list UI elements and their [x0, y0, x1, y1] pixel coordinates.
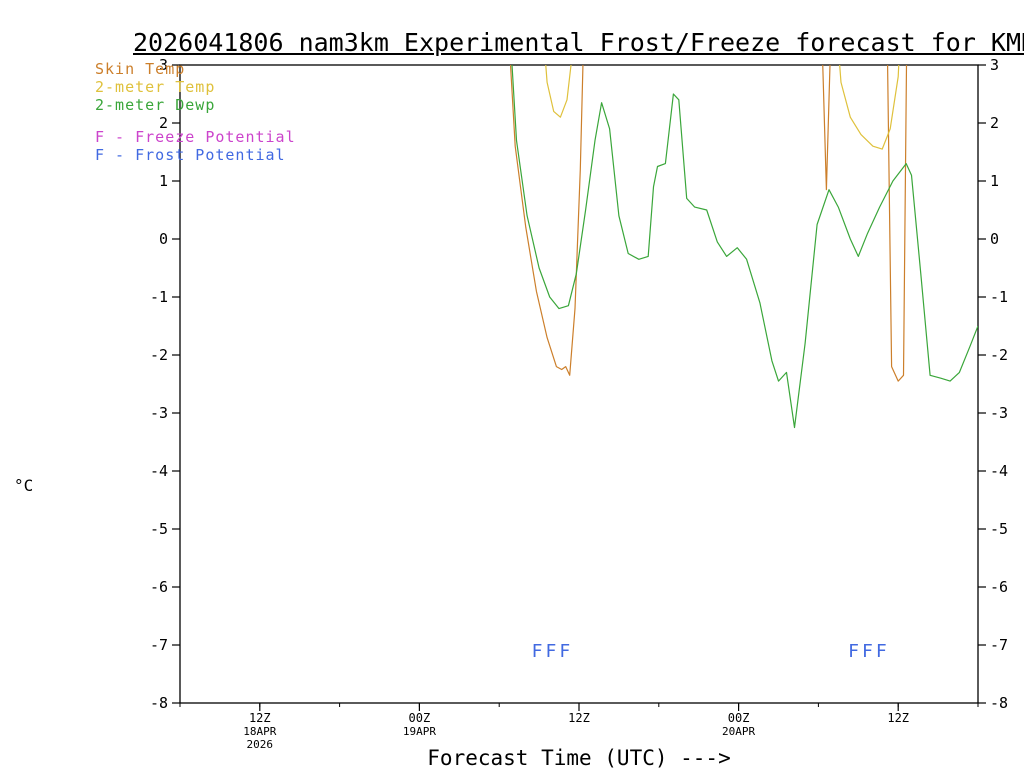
chart-title: 2026041806 nam3km Experimental Frost/Fre… — [133, 28, 1024, 57]
legend-item-skin-temp: Skin Temp — [95, 60, 186, 78]
x-tick-sublabel: 20APR — [722, 725, 755, 738]
series-group — [509, 65, 978, 429]
y-tick-label-right: -3 — [990, 404, 1008, 422]
x-tick-sublabel2: 2026 — [247, 738, 274, 751]
legend-item-f-frost-potential: F - Frost Potential — [95, 146, 286, 164]
y-tick-label-right: -1 — [990, 288, 1008, 306]
marker-fff-1: FFF — [848, 641, 890, 662]
y-tick-label-right: -4 — [990, 462, 1008, 480]
x-tick-label: 12Z — [249, 711, 271, 725]
y-tick-label-right: 2 — [990, 114, 999, 132]
series-skin-temp-line — [509, 65, 584, 376]
y-tick-label-left: -3 — [150, 404, 168, 422]
series-2-meter-temp-line — [545, 65, 572, 118]
x-tick-sublabel: 19APR — [403, 725, 436, 738]
y-axis-label: °C — [14, 476, 34, 495]
x-tick-label: 12Z — [887, 711, 909, 725]
x-tick-label: 00Z — [409, 711, 431, 725]
y-tick-label-left: -5 — [150, 520, 168, 538]
y-tick-label-right: 0 — [990, 230, 999, 248]
y-tick-label-left: -8 — [150, 694, 168, 712]
x-tick-sublabel: 18APR — [243, 725, 276, 738]
marker-fff-0: FFF — [532, 641, 574, 662]
legend-item-f-freeze-potential: F - Freeze Potential — [95, 128, 296, 146]
y-tick-label-left: -4 — [150, 462, 168, 480]
y-tick-label-right: -2 — [990, 346, 1008, 364]
y-tick-label-left: -7 — [150, 636, 168, 654]
legend-item-2-meter-dewp: 2-meter Dewp — [95, 96, 216, 114]
y-tick-label-left: 3 — [159, 56, 168, 74]
y-tick-label-right: 3 — [990, 56, 999, 74]
x-tick-label: 00Z — [728, 711, 750, 725]
y-tick-label-left: 0 — [159, 230, 168, 248]
series-2-meter-dewp-line — [511, 65, 978, 429]
y-tick-label-left: -6 — [150, 578, 168, 596]
series-2-meter-temp-line — [839, 65, 900, 150]
plot-border — [179, 64, 979, 704]
y-tick-label-left: -2 — [150, 346, 168, 364]
y-tick-label-left: 2 — [159, 114, 168, 132]
x-tick-label: 12Z — [568, 711, 590, 725]
y-tick-label-right: -8 — [990, 694, 1008, 712]
y-tick-label-right: -7 — [990, 636, 1008, 654]
series-skin-temp-line — [886, 65, 908, 382]
y-tick-label-left: -1 — [150, 288, 168, 306]
series-skin-temp-line — [822, 65, 831, 191]
y-tick-label-right: -5 — [990, 520, 1008, 538]
y-tick-label-right: 1 — [990, 172, 999, 190]
y-tick-label-left: 1 — [159, 172, 168, 190]
x-axis-label: Forecast Time (UTC) ---> — [427, 746, 731, 768]
legend-item-2-meter-temp: 2-meter Temp — [95, 78, 216, 96]
y-tick-label-right: -6 — [990, 578, 1008, 596]
